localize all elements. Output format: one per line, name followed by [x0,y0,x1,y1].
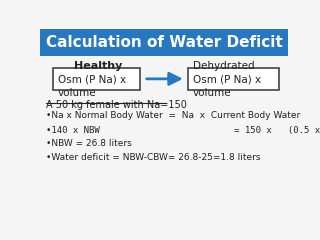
Text: Osm (P Na) x
volume: Osm (P Na) x volume [58,74,126,98]
Text: •140 x NBW                         = 150 x   (0.5 x 50=25 liters): •140 x NBW = 150 x (0.5 x 50=25 liters) [46,126,320,135]
FancyBboxPatch shape [188,68,279,90]
Text: Dehydrated: Dehydrated [193,61,254,71]
Text: •Water deficit = NBW-CBW= 26.8-25=1.8 liters: •Water deficit = NBW-CBW= 26.8-25=1.8 li… [46,153,261,162]
Text: A 50 kg female with Na=150: A 50 kg female with Na=150 [46,100,187,110]
FancyBboxPatch shape [40,29,288,56]
Text: •Na x Normal Body Water  =  Na  x  Current Body Water: •Na x Normal Body Water = Na x Current B… [46,111,300,120]
Text: Calculation of Water Deficit: Calculation of Water Deficit [46,35,282,50]
FancyBboxPatch shape [53,68,140,90]
Text: •NBW = 26.8 liters: •NBW = 26.8 liters [46,139,132,148]
Text: Healthy: Healthy [74,61,122,71]
Text: Osm (P Na) x
volume: Osm (P Na) x volume [193,74,261,98]
